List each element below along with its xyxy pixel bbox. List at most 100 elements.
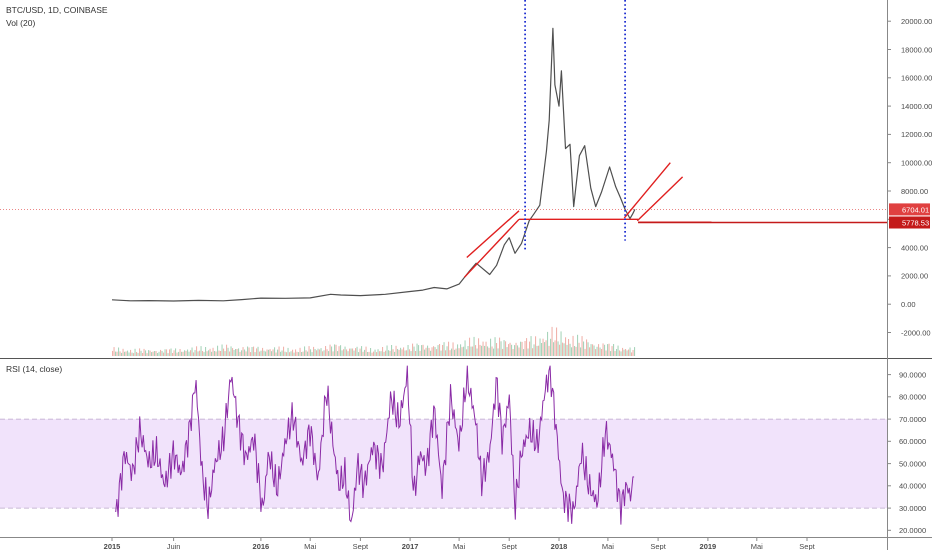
volume-bar <box>116 351 118 356</box>
volume-bar <box>274 347 276 356</box>
volume-bar <box>550 338 552 356</box>
volume-bar <box>340 345 342 356</box>
volume-bar <box>341 350 343 356</box>
time-axis-label: 2015 <box>104 542 121 550</box>
volume-bar <box>134 348 136 356</box>
volume-bar <box>139 348 141 356</box>
trendlines <box>463 162 712 278</box>
volume-bar <box>269 349 271 356</box>
volume-bar <box>248 347 250 356</box>
volume-bar <box>455 348 457 356</box>
volume-bar <box>503 340 505 356</box>
volume-bar <box>404 350 406 356</box>
time-axis-label: Mai <box>602 542 614 550</box>
volume-bar <box>601 349 603 356</box>
volume-bar <box>449 350 451 356</box>
volume-bar <box>221 344 223 356</box>
volume-bar <box>317 348 319 356</box>
volume-bar <box>362 351 364 356</box>
volume-bar <box>196 346 198 356</box>
time-axis-label: Sept <box>501 542 517 550</box>
volume-bar <box>311 352 313 356</box>
volume-bar <box>199 350 201 356</box>
volume-bar <box>379 351 381 356</box>
volume-bar <box>113 347 115 356</box>
volume-bar <box>247 346 249 356</box>
volume-bar <box>119 351 121 356</box>
volume-bar <box>187 349 189 356</box>
volume-bar <box>472 346 474 356</box>
volume-bar <box>268 349 270 356</box>
volume-bar <box>160 349 162 356</box>
volume-bar <box>335 344 337 356</box>
volume-bar <box>127 350 129 356</box>
rsi-axis-label: 30.0000 <box>899 504 926 513</box>
volume-bar <box>376 352 378 356</box>
volume-bar <box>242 347 244 356</box>
volume-bar <box>164 349 166 356</box>
volume-bar <box>622 347 624 356</box>
volume-bar <box>292 349 294 356</box>
rsi-series <box>115 365 635 525</box>
volume-bar <box>580 347 582 356</box>
volume-bar <box>257 346 259 356</box>
rsi-axis[interactable]: 90.0000 80.0000 70.0000 60.0000 50.0000 40.00… <box>887 370 926 535</box>
volume-bar <box>554 340 556 356</box>
volume-bar <box>592 344 594 356</box>
volume-bar <box>578 342 580 356</box>
volume-bar <box>479 344 481 356</box>
volume-bar <box>217 345 219 356</box>
volume-bar <box>251 347 253 356</box>
volume-bar <box>161 351 163 356</box>
volume-bar <box>520 341 522 356</box>
volume-bar <box>535 336 537 356</box>
volume-bar <box>206 351 208 356</box>
rsi-indicator-label: RSI (14, close) <box>6 364 62 374</box>
price-pane[interactable]: BTC/USD, 1D, COINBASE Vol (20) <box>0 0 887 356</box>
volume-bar <box>508 344 510 356</box>
time-axis[interactable]: 2015 Juin 2016 Mai Sept 2017 Mai Sept 2018 Mai Sep… <box>104 537 816 550</box>
volume-bar <box>277 349 279 356</box>
volume-bar <box>244 349 246 356</box>
volume-bar <box>323 350 325 356</box>
rsi-pane[interactable]: RSI (14, close) <box>0 364 887 525</box>
volume-bar <box>574 346 576 356</box>
volume-bar <box>401 349 403 356</box>
volume-bar <box>566 344 568 356</box>
volume-bar <box>328 351 330 356</box>
volume-bar <box>431 347 433 356</box>
volume-bar <box>293 352 295 356</box>
volume-bar <box>280 351 282 356</box>
volume-bar <box>460 344 462 356</box>
volume-bar <box>557 341 559 356</box>
volume-bar <box>470 346 472 356</box>
volume-bars <box>112 326 636 356</box>
volume-bar <box>233 350 235 356</box>
volume-bar <box>439 344 441 356</box>
rsi-axis-label: 80.0000 <box>899 393 926 402</box>
volume-bar <box>413 346 415 356</box>
volume-bar <box>425 347 427 356</box>
volume-bar <box>209 348 211 356</box>
volume-bar <box>572 335 574 356</box>
volume-bar <box>485 341 487 356</box>
volume-bar <box>490 338 492 356</box>
volume-bar <box>298 352 300 356</box>
rsi-axis-label: 50.0000 <box>899 459 926 468</box>
volume-bar <box>496 343 498 356</box>
rsi-line <box>115 365 635 525</box>
volume-bar <box>172 353 174 356</box>
volume-bar <box>374 349 376 356</box>
volume-bar <box>596 346 598 356</box>
volume-bar <box>151 352 153 356</box>
volume-bar <box>620 351 622 356</box>
volume-bar <box>290 351 292 356</box>
volume-bar <box>203 352 205 356</box>
volume-bar <box>466 349 468 356</box>
volume-bar <box>478 338 480 356</box>
volume-bar <box>296 351 298 356</box>
rsi-axis-label: 70.0000 <box>899 415 926 424</box>
volume-bar <box>329 344 331 356</box>
volume-bar <box>200 346 202 356</box>
volume-bar <box>386 345 388 356</box>
